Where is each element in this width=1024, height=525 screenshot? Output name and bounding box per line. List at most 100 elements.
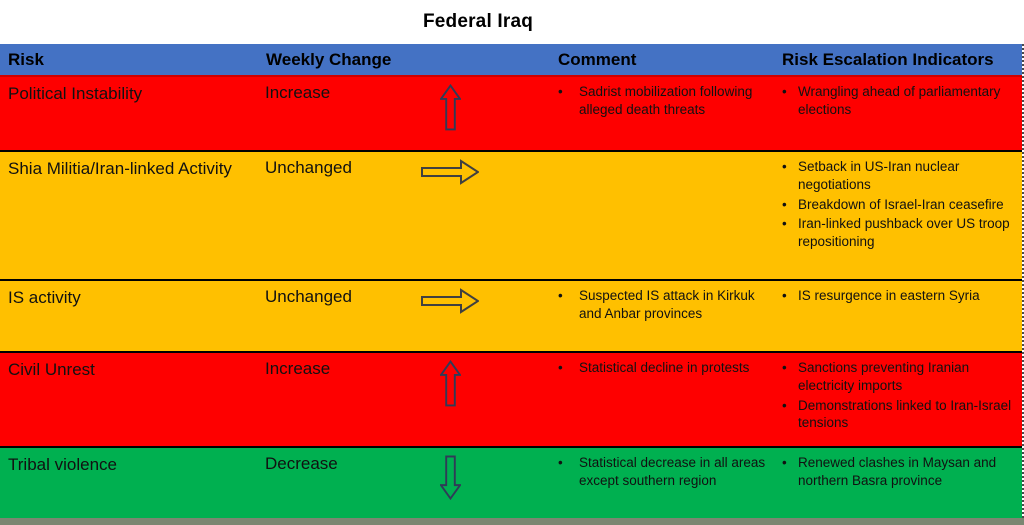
bullet-glyph: • [782, 397, 787, 413]
risk-cell: Political Instability [0, 77, 258, 150]
bullet-glyph: • [558, 360, 563, 375]
comment-cell: • Sadrist mobilization following alleged … [490, 77, 775, 150]
risk-label: IS activity [8, 288, 81, 307]
indicators-cell: • IS resurgence in eastern Syria [775, 281, 1022, 351]
risk-cell: Shia Militia/Iran-linked Activity [0, 152, 258, 279]
bullet-glyph: • [558, 288, 563, 303]
column-header-indicators: Risk Escalation Indicators [782, 49, 994, 69]
indicator-item: • Iran-linked pushback over US troop repo… [782, 215, 1016, 251]
comment-list: • Statistical decline in protests [558, 359, 775, 377]
right-arrow-icon [421, 159, 479, 185]
arrow-cell [410, 448, 490, 518]
up-arrow-icon [439, 84, 461, 131]
risk-label: Tribal violence [8, 455, 117, 474]
indicator-list: • Wrangling ahead of parliamentary electi… [782, 83, 1016, 119]
indicator-item: • Sanctions preventing Iranian electricit… [782, 359, 1016, 395]
indicators-cell: • Wrangling ahead of parliamentary electi… [775, 77, 1022, 150]
bullet-glyph: • [782, 288, 787, 303]
arrow-cell [410, 77, 490, 150]
indicators-cell: • Setback in US-Iran nuclear negotiations… [775, 152, 1022, 279]
risk-label: Civil Unrest [8, 360, 95, 379]
weekly-change-label: Unchanged [265, 287, 352, 306]
bullet-glyph: • [558, 84, 563, 99]
comment-cell [490, 152, 775, 279]
risk-cell: IS activity [0, 281, 258, 351]
indicator-list: • Renewed clashes in Maysan and northern … [782, 454, 1016, 490]
arrow-cell [410, 353, 490, 446]
bullet-glyph: • [558, 455, 563, 470]
weekly-change-cell: Decrease [258, 448, 410, 518]
indicator-item: • Demonstrations linked to Iran-Israel te… [782, 397, 1016, 433]
comment-list: • Statistical decrease in all areas excep… [558, 454, 775, 490]
comment-item: • Sadrist mobilization following alleged … [558, 83, 775, 119]
weekly-change-label: Decrease [265, 454, 338, 473]
table-body: Political Instability Increase • Sadrist … [0, 77, 1022, 518]
risk-cell: Civil Unrest [0, 353, 258, 446]
indicator-item: • Breakdown of Israel-Iran ceasefire [782, 196, 1016, 214]
indicator-text: Iran-linked pushback over US troop repos… [798, 216, 1010, 250]
comment-list: • Suspected IS attack in Kirkuk and Anbar… [558, 287, 775, 323]
indicator-text: Sanctions preventing Iranian electricity… [798, 360, 970, 393]
comment-item: • Suspected IS attack in Kirkuk and Anbar… [558, 287, 775, 323]
title-bar: Federal Iraq [0, 0, 1024, 44]
table-row: Tribal violence Decrease • Statistical de… [0, 446, 1022, 518]
arrow-cell [410, 152, 490, 279]
indicator-item: • IS resurgence in eastern Syria [782, 287, 1016, 305]
column-header-weekly-change: Weekly Change [266, 49, 392, 69]
comment-text: Statistical decline in protests [579, 360, 750, 375]
indicator-item: • Setback in US-Iran nuclear negotiations [782, 158, 1016, 194]
weekly-change-cell: Increase [258, 353, 410, 446]
column-header-comment: Comment [558, 49, 637, 69]
bullet-glyph: • [782, 84, 787, 99]
weekly-change-label: Increase [265, 83, 331, 102]
weekly-change-cell: Increase [258, 77, 410, 150]
indicator-list: • Sanctions preventing Iranian electricit… [782, 359, 1016, 432]
indicators-cell: • Sanctions preventing Iranian electricit… [775, 353, 1022, 446]
indicator-text: Setback in US-Iran nuclear negotiations [798, 159, 960, 192]
indicator-text: IS resurgence in eastern Syria [798, 288, 980, 303]
indicator-text: Renewed clashes in Maysan and northern B… [798, 455, 997, 488]
bullet-glyph: • [782, 159, 787, 174]
table-row: Political Instability Increase • Sadrist … [0, 77, 1022, 150]
bottom-strip [0, 518, 1024, 525]
weekly-change-label: Unchanged [265, 158, 352, 177]
table-row: IS activity Unchanged • Suspected IS atta… [0, 279, 1022, 351]
table-header-row: Risk Weekly Change Comment Risk Escalati… [0, 44, 1022, 77]
indicator-item: • Wrangling ahead of parliamentary electi… [782, 83, 1016, 119]
up-arrow-icon [439, 360, 461, 407]
risk-label: Shia Militia/Iran-linked Activity [8, 159, 232, 178]
indicator-text: Demonstrations linked to Iran-Israel ten… [798, 397, 1012, 431]
comment-text: Suspected IS attack in Kirkuk and Anbar … [579, 288, 755, 321]
comment-cell: • Suspected IS attack in Kirkuk and Anbar… [490, 281, 775, 351]
comment-list: • Sadrist mobilization following alleged … [558, 83, 775, 119]
bullet-glyph: • [782, 360, 787, 375]
risk-label: Political Instability [8, 84, 143, 103]
comment-item: • Statistical decline in protests [558, 359, 775, 377]
table-row: Shia Militia/Iran-linked Activity Unchan… [0, 150, 1022, 279]
arrow-cell [410, 281, 490, 351]
indicator-text: Breakdown of Israel-Iran ceasefire [798, 196, 1004, 212]
bullet-glyph: • [782, 196, 787, 212]
comment-item: • Statistical decrease in all areas excep… [558, 454, 775, 490]
weekly-change-cell: Unchanged [258, 281, 410, 351]
comment-cell: • Statistical decrease in all areas excep… [490, 448, 775, 518]
risk-table: Risk Weekly Change Comment Risk Escalati… [0, 44, 1024, 518]
weekly-change-label: Increase [265, 359, 331, 378]
indicator-text: Wrangling ahead of parliamentary electio… [798, 84, 1001, 117]
bullet-glyph: • [782, 216, 787, 232]
weekly-change-cell: Unchanged [258, 152, 410, 279]
indicator-item: • Renewed clashes in Maysan and northern … [782, 454, 1016, 490]
comment-cell: • Statistical decline in protests [490, 353, 775, 446]
page-title: Federal Iraq [422, 11, 534, 32]
column-header-risk: Risk [8, 49, 44, 69]
down-arrow-icon [439, 455, 461, 500]
indicators-cell: • Renewed clashes in Maysan and northern … [775, 448, 1022, 518]
indicator-list: • Setback in US-Iran nuclear negotiations… [782, 158, 1016, 251]
comment-text: Statistical decrease in all areas except… [579, 455, 766, 488]
indicator-list: • IS resurgence in eastern Syria [782, 287, 1016, 305]
table-row: Civil Unrest Increase • Statistical decli… [0, 351, 1022, 446]
bullet-glyph: • [782, 455, 787, 470]
right-arrow-icon [421, 288, 479, 314]
risk-cell: Tribal violence [0, 448, 258, 518]
